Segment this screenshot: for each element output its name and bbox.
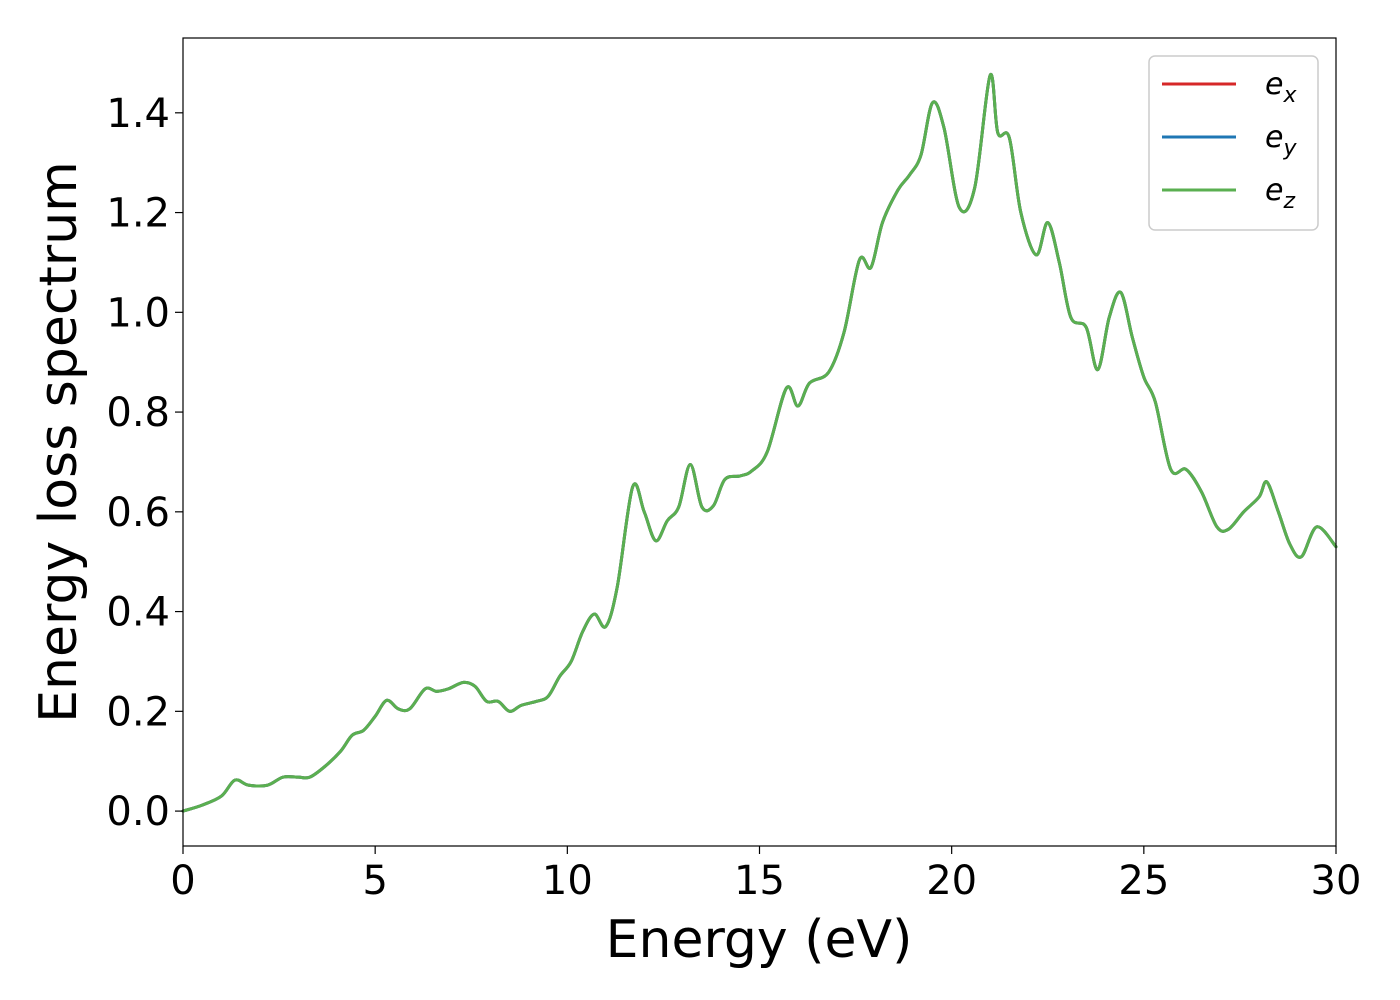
x-tick-label: 5 [362, 858, 387, 904]
x-tick-label: 20 [926, 858, 977, 904]
x-axis-ticks: 0 5 10 15 20 25 30 [170, 846, 1361, 904]
legend-box [1148, 55, 1319, 231]
x-tick-label: 10 [542, 858, 593, 904]
x-axis-label: Energy (eV) [606, 910, 913, 970]
x-tick-label: 30 [1311, 858, 1362, 904]
y-axis-label: Energy loss spectrum [29, 161, 89, 723]
y-tick-label: 1.2 [106, 191, 170, 237]
legend-label-subscript: y [1282, 136, 1297, 161]
legend-label-base: e [1265, 173, 1283, 208]
y-tick-label: 0.4 [106, 590, 170, 636]
x-tick-label: 0 [170, 858, 195, 904]
legend-label-z: ez [1265, 173, 1295, 214]
legend-label-base: e [1265, 67, 1283, 102]
y-tick-label: 0.6 [106, 490, 170, 536]
x-tick-label: 25 [1118, 858, 1169, 904]
legend-label-base: e [1265, 120, 1283, 155]
y-tick-label: 0.2 [106, 689, 170, 735]
y-axis-ticks: 0.0 0.2 0.4 0.6 0.8 1.0 1.2 1.4 [106, 91, 183, 835]
y-tick-label: 1.0 [106, 290, 170, 336]
legend-label-x: ex [1265, 67, 1297, 108]
y-tick-label: 0.0 [106, 789, 170, 835]
y-tick-label: 1.4 [106, 91, 170, 137]
x-tick-label: 15 [734, 858, 785, 904]
legend-label-subscript: x [1282, 83, 1297, 108]
legend-label-subscript: z [1282, 189, 1295, 214]
legend-label-y: ey [1265, 120, 1297, 161]
series-line-ez [181, 73, 1338, 813]
y-tick-label: 0.8 [106, 390, 170, 436]
series-layer [181, 73, 1338, 813]
